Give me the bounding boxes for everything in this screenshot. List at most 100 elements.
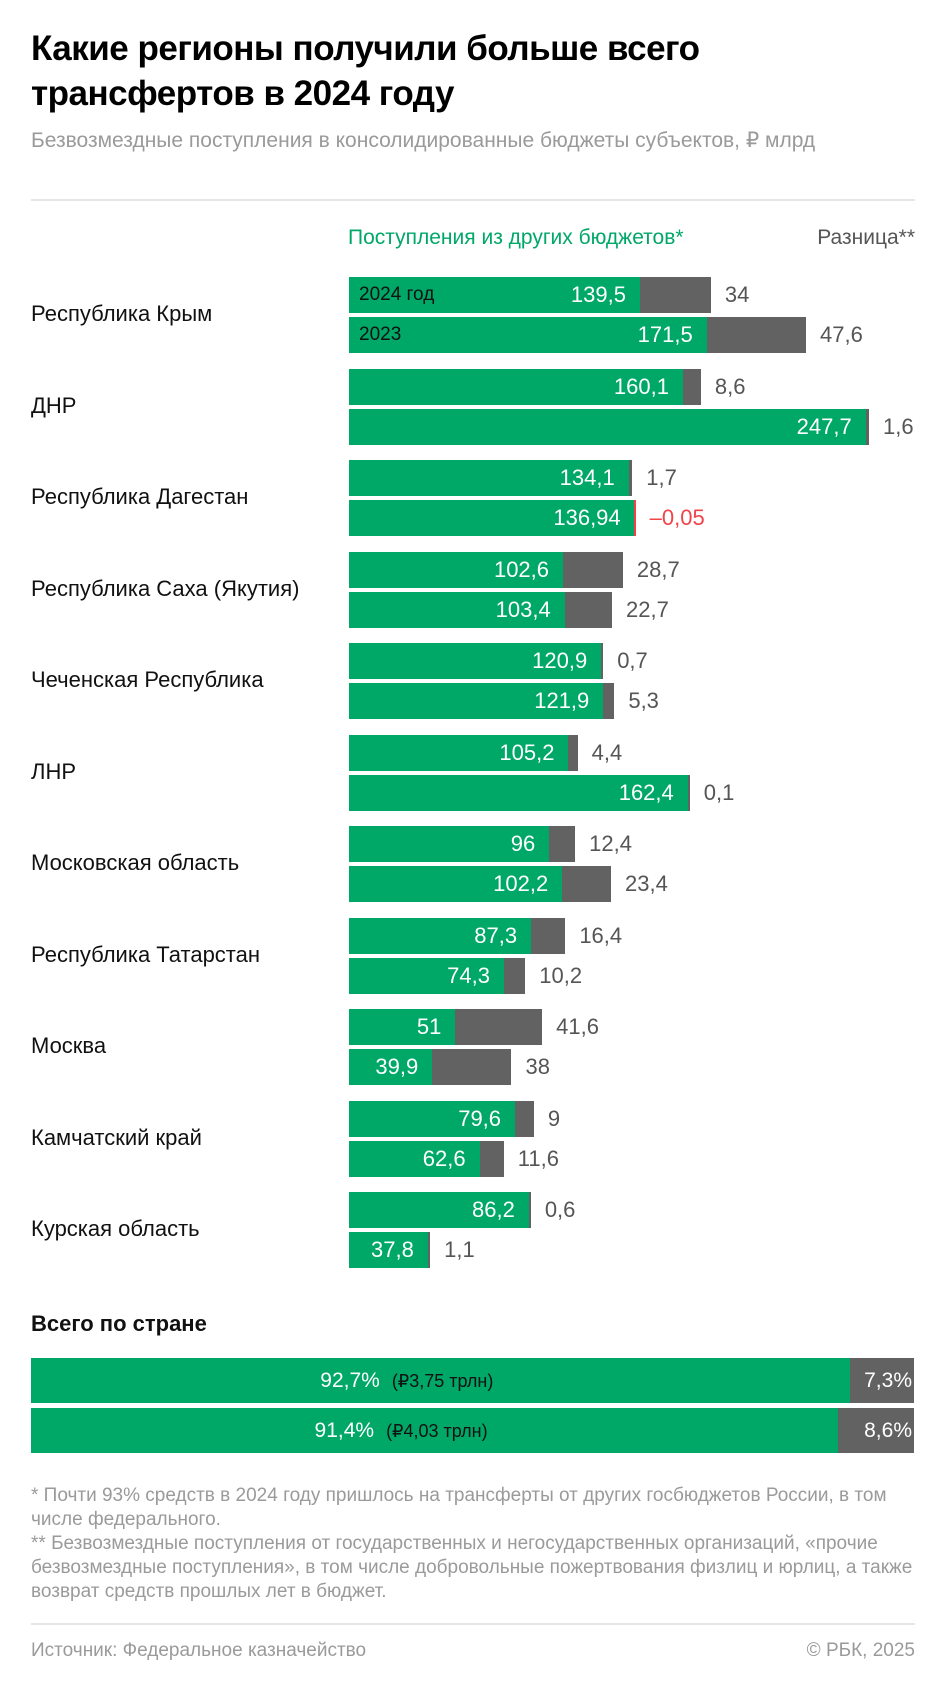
bar-transfers-2024 — [349, 460, 629, 496]
region-label: Республика Дагестан — [31, 484, 249, 509]
bar-transfers-2023 — [349, 957, 504, 994]
legend-transfers: Поступления из других бюджетов* — [348, 226, 684, 249]
bar-transfers-2023 — [349, 408, 866, 445]
total-bar-difference — [849, 1358, 914, 1403]
total-transfers-amount: (₽3,75 трлн) — [391, 1371, 494, 1391]
bar-value-label: 79,6 — [458, 1105, 502, 1131]
bar-value-label: 39,9 — [375, 1054, 419, 1079]
bar-value-label: 120,9 — [532, 648, 588, 673]
difference-value-label: 34 — [724, 282, 750, 307]
source-text: Источник: Федеральное казначейство — [31, 1640, 367, 1661]
difference-value-label: 1,6 — [883, 413, 914, 439]
bar-value-label: 102,6 — [493, 556, 550, 582]
difference-value-label: 1,7 — [646, 465, 677, 490]
bar-value-label: 105,2 — [499, 739, 555, 765]
legend-difference: Разница** — [817, 226, 915, 249]
bar-transfers-2023 — [349, 1140, 480, 1177]
difference-value-label: 8,6 — [714, 373, 746, 399]
bar-value-label: 247,7 — [796, 413, 852, 439]
totals-heading: Всего по стране — [31, 1311, 207, 1336]
difference-value-label: 5,3 — [628, 688, 659, 713]
bar-difference-2023 — [865, 408, 870, 445]
bar-difference-2023 — [564, 591, 613, 628]
bar-value-label: 87,3 — [474, 922, 518, 948]
region-label: Московская область — [31, 850, 240, 875]
total-transfers-pct: 92,7% — [320, 1369, 380, 1392]
bar-transfers-2023 — [349, 1232, 428, 1268]
bar-difference-2023 — [432, 1049, 512, 1085]
bar-value-label: 103,4 — [495, 596, 551, 622]
bar-value-label: 62,6 — [422, 1145, 466, 1171]
bar-value-label: 162,4 — [618, 779, 674, 805]
bar-transfers-2024 — [349, 1100, 516, 1137]
bar-transfers-2023 — [349, 500, 635, 536]
bar-value-label: 160,1 — [613, 373, 669, 399]
bar-transfers-2024 — [349, 277, 640, 313]
bar-value-label: 139,5 — [570, 282, 626, 307]
bar-transfers-2024 — [349, 551, 564, 588]
footnote-1: * Почти 93% средств в 2024 году пришлось… — [31, 1485, 887, 1530]
bar-transfers-2024 — [349, 917, 532, 954]
difference-value-label: 4,4 — [591, 739, 623, 765]
total-bar-2024: 92,7% (₽3,75 трлн) 7,3% — [31, 1358, 914, 1403]
copyright-text: © РБК, 2025 — [806, 1640, 915, 1661]
bar-difference-2023 — [479, 1140, 504, 1177]
footnote-2: ** Безвозмездные поступления от государс… — [31, 1533, 913, 1602]
total-bar-2023: 91,4% (₽4,03 трлн) 8,6% — [31, 1408, 914, 1453]
bar-transfers-2023 — [349, 1049, 433, 1085]
total-transfers-amount: (₽4,03 трлн) — [386, 1421, 488, 1441]
difference-value-label: 12,4 — [589, 831, 632, 856]
bar-transfers-2024 — [349, 368, 683, 405]
region-label: Москва — [31, 1033, 107, 1058]
bar-value-label: 96 — [510, 831, 536, 856]
total-transfers-label: 92,7% (₽3,75 трлн) — [320, 1358, 493, 1403]
bar-value-label: 134,1 — [559, 465, 615, 490]
bar-difference-2023 — [706, 317, 807, 353]
region-label: Республика Татарстан — [31, 941, 261, 967]
region-label: ЛНР — [31, 758, 76, 784]
bar-transfers-2023 — [349, 866, 563, 902]
bar-difference-2023 — [562, 866, 611, 902]
bar-difference-2024 — [639, 277, 711, 313]
difference-value-label: 38 — [525, 1054, 550, 1079]
region-label: Камчатский край — [31, 1124, 202, 1150]
difference-value-label: 11,6 — [517, 1145, 559, 1171]
bar-transfers-2024 — [349, 734, 569, 771]
bar-difference-2024 — [455, 1009, 543, 1045]
bar-value-label: 102,2 — [493, 871, 549, 896]
difference-value-label: 22,7 — [626, 596, 669, 622]
difference-value-label: 0,6 — [544, 1197, 576, 1222]
footer-divider — [31, 1623, 915, 1625]
bar-value-label: 74,3 — [447, 962, 490, 988]
total-bar-difference — [838, 1408, 914, 1453]
year-label: 2024 год — [359, 284, 435, 305]
total-bar-transfers — [31, 1408, 839, 1453]
bar-value-label: 51 — [416, 1014, 442, 1039]
total-transfers-label: 91,4% (₽4,03 трлн) — [315, 1408, 488, 1453]
difference-value-label: 9 — [547, 1105, 561, 1131]
difference-value-label: 28,7 — [636, 556, 680, 582]
bar-value-label: 136,94 — [553, 505, 621, 530]
bar-difference-2023 — [603, 683, 615, 719]
difference-value-label: 41,6 — [556, 1014, 599, 1039]
bar-difference-2024 — [682, 368, 701, 405]
year-label: 2023 — [359, 324, 402, 345]
total-difference-pct: 8,6% — [864, 1419, 912, 1442]
bar-difference-2023 — [427, 1232, 431, 1268]
bar-difference-2023 — [503, 957, 526, 994]
bar-transfers-2023 — [349, 317, 707, 353]
bar-difference-2024 — [549, 826, 576, 862]
difference-value-label: 16,4 — [579, 922, 623, 948]
bar-difference-2024 — [531, 917, 566, 954]
bar-transfers-2023 — [349, 774, 688, 811]
chart-title: Какие регионы получили больше всего тран… — [31, 29, 700, 113]
bar-difference-2024 — [601, 643, 604, 679]
difference-value-label: 47,6 — [820, 322, 863, 347]
region-label: Республика Саха (Якутия) — [31, 575, 300, 601]
bar-difference-2024 — [515, 1100, 534, 1137]
region-label: Курская область — [31, 1216, 200, 1241]
bar-transfers-2023 — [349, 683, 604, 719]
bar-difference-2024 — [568, 734, 578, 771]
difference-value-label: 10,2 — [539, 962, 583, 988]
region-label: ДНР — [31, 392, 77, 418]
